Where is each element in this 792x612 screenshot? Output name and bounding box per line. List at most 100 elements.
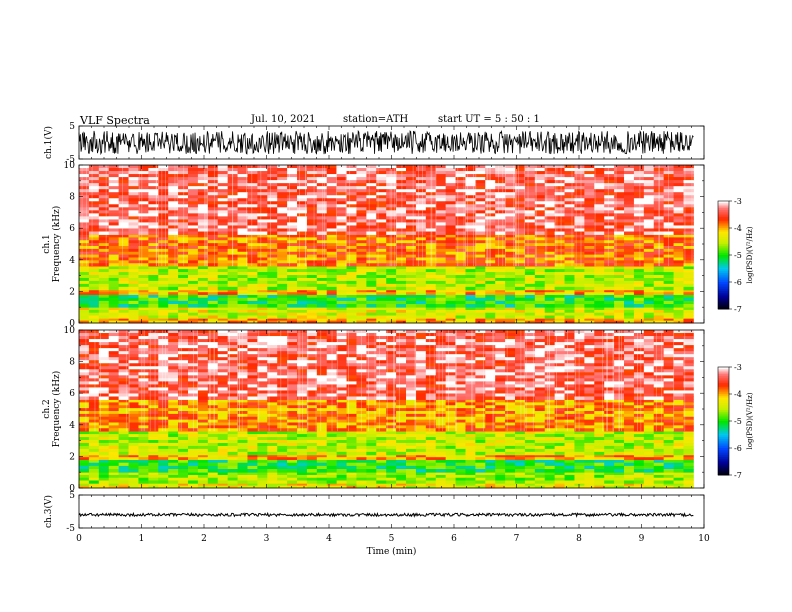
spectrogram-cell (207, 260, 219, 264)
spectrogram-cell (197, 198, 209, 202)
spectrogram-cell (415, 210, 427, 214)
spectrogram-cell (505, 454, 516, 458)
spectrogram-cell (336, 431, 347, 435)
spectrogram-cell (138, 234, 149, 238)
spectrogram-cell (505, 437, 516, 441)
spectrogram-cell (594, 243, 605, 247)
spectrogram-cell (643, 465, 655, 470)
spectrogram-cell (188, 318, 199, 322)
spectrogram-cell (366, 300, 377, 305)
spectrogram-cell (138, 315, 149, 319)
spectrogram-cell (584, 237, 595, 241)
spectrogram-cell (594, 251, 605, 256)
spectrogram-cell (386, 263, 397, 267)
spectrogram-cell (445, 483, 456, 487)
spectrogram-cell (108, 469, 120, 473)
spectrogram-cell (544, 312, 556, 316)
spectrogram-cell (673, 483, 684, 487)
spectrogram-cell (336, 254, 347, 258)
spectrogram-cell (277, 277, 288, 282)
spectrogram-cell (396, 457, 407, 460)
spectrogram-cell (267, 469, 278, 473)
spectrogram-cell (643, 165, 655, 169)
spectrogram-cell (227, 266, 238, 270)
spectrogram-cell (406, 280, 417, 285)
spectrogram-cell (475, 286, 486, 291)
spectrogram-cell (277, 177, 288, 181)
spectrogram-cell (396, 448, 407, 453)
spectrogram-cell (663, 198, 674, 202)
spectrogram-cell (178, 408, 189, 412)
spectrogram-cell (237, 294, 248, 299)
spectrogram-cell (88, 231, 100, 235)
spectrogram-cell (227, 251, 238, 256)
spectrogram-cell (267, 251, 278, 256)
spectrogram-cell (485, 474, 496, 479)
spectrogram-cell (168, 219, 179, 223)
spectrogram-cell (505, 192, 516, 196)
spectrogram-cell (277, 405, 288, 409)
spectrogram-cell (683, 442, 694, 447)
spectrogram-cell (683, 222, 694, 226)
spectrogram-cell (237, 480, 248, 484)
spectrogram-cell (277, 213, 288, 217)
spectrogram-cell (554, 459, 565, 464)
spectrogram-cell (118, 457, 129, 460)
spectrogram-cell (168, 222, 179, 226)
spectrogram-cell (673, 300, 684, 305)
spectrogram-cell (207, 234, 219, 238)
spectrogram-cell (386, 292, 397, 295)
spectrogram-cell (425, 469, 437, 473)
spectrogram-cell (633, 474, 645, 479)
spectrogram-cell (168, 315, 179, 319)
spectrogram-cell (515, 318, 526, 322)
spectrogram-cell (584, 480, 595, 484)
spectrogram-cell (297, 399, 308, 403)
spectrogram-cell (534, 177, 546, 181)
spectrogram-cell (138, 309, 149, 314)
spectrogram-cell (306, 183, 318, 187)
spectrogram-cell (316, 168, 328, 172)
spectrogram-cell (594, 485, 605, 489)
spectrogram-cell (604, 454, 615, 458)
spectrogram-cell (188, 411, 199, 415)
spectrogram-cell (396, 292, 407, 295)
spectrogram-cell (227, 280, 238, 285)
spectrogram-cell (168, 309, 179, 314)
spectrogram-cell (653, 448, 665, 453)
spectrogram-cell (534, 174, 546, 178)
spectrogram-cell (277, 266, 288, 270)
spectrogram-cell (633, 465, 645, 470)
spectrogram-cell (227, 283, 238, 288)
spectrogram-cell (604, 437, 615, 441)
spectrogram-cell (683, 251, 694, 256)
spectrogram-cell (247, 448, 258, 453)
spectrogram-cell (197, 195, 209, 199)
spectrogram-cell (168, 454, 179, 458)
spectrogram-cell (227, 408, 238, 412)
spectrogram-cell (455, 411, 466, 415)
spectrogram-ch2 (79, 330, 694, 489)
spectrogram-cell (118, 289, 129, 293)
spectrogram-cell (653, 198, 665, 202)
spectrogram-cell (584, 434, 595, 438)
spectrogram-cell (257, 237, 268, 241)
spectrogram-cell (158, 177, 169, 181)
spectrogram-cell (455, 171, 466, 175)
spectrogram-cell (108, 320, 120, 324)
spectrogram-cell (197, 451, 209, 456)
spectrogram-cell (227, 300, 238, 305)
spectrogram-cell (356, 402, 367, 406)
spectrogram-cell (98, 231, 110, 235)
spectrogram-cell (128, 257, 139, 261)
spectrogram-cell (425, 320, 437, 324)
spectrogram-cell (505, 283, 516, 288)
spectrogram-cell (277, 165, 288, 169)
spectrogram-cell (475, 448, 486, 453)
spectrogram-cell (168, 228, 179, 232)
spectrogram-cell (306, 434, 318, 438)
spectrogram-cell (406, 210, 417, 214)
spectrogram-cell (237, 186, 248, 190)
spectrogram-cell (287, 399, 298, 403)
spectrogram-cell (188, 408, 199, 412)
